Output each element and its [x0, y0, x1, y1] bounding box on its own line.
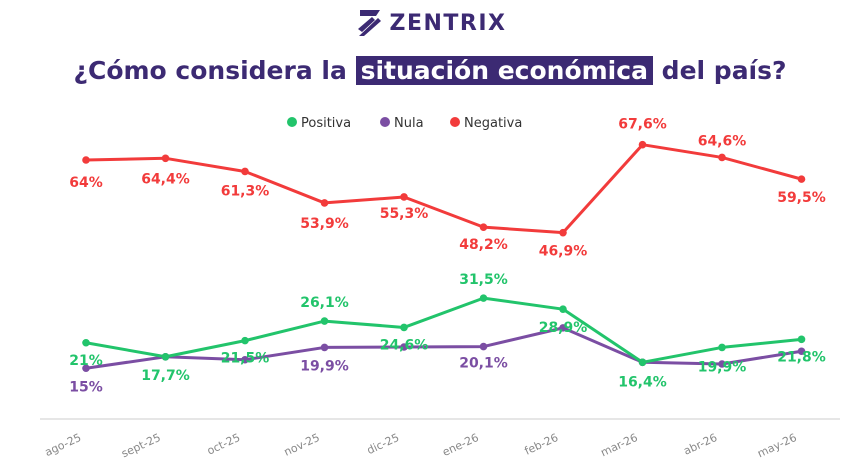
title-after: del país?	[661, 56, 787, 85]
series-line-nula	[84, 326, 803, 370]
data-point-negativa	[559, 228, 567, 237]
data-point-positiva	[241, 336, 249, 345]
data-point-positiva	[479, 294, 488, 302]
data-label-negativa: 61,3%	[221, 183, 270, 199]
legend-label-nula: Nula	[394, 116, 424, 131]
title-highlight: situación económica	[355, 56, 653, 85]
data-label-positiva: 26,1%	[300, 295, 349, 311]
data-label-negativa: 64,4%	[141, 171, 190, 187]
x-tick-label: oct-25	[205, 431, 242, 458]
x-tick-label: ago-25	[43, 431, 84, 459]
data-point-nula	[797, 347, 806, 356]
data-label-negativa: 59,5%	[777, 190, 826, 206]
chart-title: ¿Cómo considera la situación económica d…	[0, 56, 860, 85]
data-label-negativa: 67,6%	[618, 117, 667, 133]
x-tick-label: mar-26	[599, 431, 640, 459]
x-tick-label: ene-26	[440, 431, 480, 459]
chart-legend: Positiva Nula Negativa	[287, 116, 522, 131]
data-point-negativa	[479, 223, 488, 231]
zentrix-logo-icon	[357, 10, 381, 36]
legend-marker-negativa	[450, 117, 460, 127]
data-label-negativa: 46,9%	[539, 244, 588, 260]
data-point-negativa	[400, 193, 408, 201]
brand-logo: ZENTRIX	[0, 6, 860, 40]
x-tick-label: abr-26	[682, 431, 720, 458]
legend-label-negativa: Negativa	[464, 116, 522, 131]
x-tick-label: nov-25	[282, 431, 322, 459]
data-point-nula	[241, 355, 249, 364]
data-label-negativa: 48,2%	[459, 237, 508, 253]
series-lines	[84, 143, 803, 370]
x-tick-label: sept-25	[119, 431, 162, 460]
data-point-positiva	[161, 352, 170, 361]
data-label-nula: 15%	[69, 379, 103, 395]
data-label-positiva: 21%	[69, 353, 103, 369]
data-point-negativa	[718, 153, 726, 162]
x-tick-label: feb-26	[523, 431, 561, 458]
data-point-positiva	[559, 305, 567, 313]
legend-marker-nula	[380, 117, 390, 127]
data-label-negativa: 53,9%	[300, 216, 349, 232]
data-label-positiva: 21,5%	[221, 351, 270, 367]
data-point-nula	[400, 343, 408, 351]
data-label-positiva: 19,9%	[698, 359, 747, 375]
x-tick-label: may-26	[755, 431, 798, 460]
title-before: ¿Cómo considera la	[73, 56, 347, 85]
brand-name: ZENTRIX	[389, 10, 507, 36]
data-label-positiva: 24,6%	[380, 337, 429, 353]
x-axis-ticks: ago-25 sept-25 oct-25 nov-25 dic-25 ene-26 feb…	[43, 431, 799, 460]
x-tick-label: dic-25	[365, 431, 401, 457]
data-point-positiva	[797, 335, 806, 344]
data-label-positiva: 16,4%	[618, 374, 667, 390]
data-point-negativa	[82, 156, 90, 164]
series-line-negativa	[84, 143, 803, 235]
data-point-negativa	[638, 140, 647, 149]
series-points	[82, 140, 806, 373]
data-point-nula	[559, 324, 567, 332]
data-label-positiva: 17,7%	[141, 368, 190, 384]
data-point-positiva	[82, 338, 90, 347]
data-label-negativa: 55,3%	[380, 206, 429, 222]
data-point-nula	[718, 360, 726, 368]
data-point-nula	[320, 343, 329, 352]
data-label-negativa: 64,6%	[698, 133, 747, 149]
data-point-negativa	[161, 154, 170, 163]
data-point-nula	[82, 364, 90, 373]
data-point-nula	[479, 342, 488, 351]
data-labels: 21% 17,7% 21,5% 26,1% 24,6% 31,5% 28,9% 16,4% 19…	[69, 117, 826, 396]
data-label-positiva: 28,9%	[539, 320, 588, 336]
data-label-negativa: 64%	[69, 175, 103, 191]
data-label-positiva: 31,5%	[459, 272, 508, 288]
data-point-negativa	[241, 167, 249, 176]
data-label-positiva: 21,8%	[777, 349, 826, 365]
data-label-nula: 20,1%	[459, 356, 508, 372]
data-point-negativa	[320, 199, 329, 207]
data-point-positiva	[638, 358, 647, 367]
legend-label-positiva: Positiva	[301, 116, 351, 131]
legend-marker-positiva	[287, 117, 297, 127]
data-point-negativa	[797, 175, 806, 183]
data-point-positiva	[400, 323, 408, 332]
series-line-positiva	[84, 296, 803, 364]
data-label-nula: 19,9%	[300, 358, 349, 374]
data-point-positiva	[320, 317, 329, 325]
data-point-positiva	[718, 343, 726, 352]
